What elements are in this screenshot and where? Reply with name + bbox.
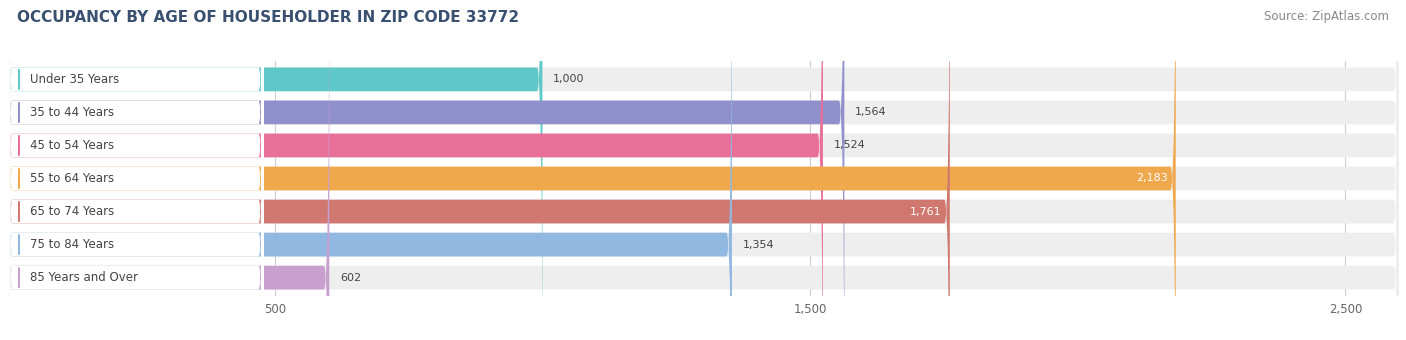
FancyBboxPatch shape: [7, 0, 1399, 340]
FancyBboxPatch shape: [7, 0, 329, 340]
FancyBboxPatch shape: [7, 0, 543, 340]
Text: OCCUPANCY BY AGE OF HOUSEHOLDER IN ZIP CODE 33772: OCCUPANCY BY AGE OF HOUSEHOLDER IN ZIP C…: [17, 10, 519, 25]
FancyBboxPatch shape: [7, 0, 1399, 340]
FancyBboxPatch shape: [7, 0, 1399, 340]
FancyBboxPatch shape: [7, 0, 264, 340]
Text: 75 to 84 Years: 75 to 84 Years: [30, 238, 114, 251]
FancyBboxPatch shape: [7, 0, 264, 340]
FancyBboxPatch shape: [7, 0, 950, 340]
FancyBboxPatch shape: [7, 0, 264, 340]
Text: 1,564: 1,564: [855, 107, 887, 117]
Text: 65 to 74 Years: 65 to 74 Years: [30, 205, 114, 218]
Text: 35 to 44 Years: 35 to 44 Years: [30, 106, 114, 119]
FancyBboxPatch shape: [7, 0, 845, 340]
Text: 45 to 54 Years: 45 to 54 Years: [30, 139, 114, 152]
FancyBboxPatch shape: [7, 0, 264, 340]
Text: 1,761: 1,761: [910, 206, 942, 217]
Text: 1,354: 1,354: [742, 240, 775, 250]
FancyBboxPatch shape: [7, 0, 1399, 340]
FancyBboxPatch shape: [7, 0, 264, 340]
FancyBboxPatch shape: [7, 0, 1399, 340]
Text: Source: ZipAtlas.com: Source: ZipAtlas.com: [1264, 10, 1389, 23]
FancyBboxPatch shape: [7, 0, 733, 340]
FancyBboxPatch shape: [7, 0, 1175, 340]
Text: 2,183: 2,183: [1136, 173, 1168, 184]
Text: 1,000: 1,000: [553, 74, 585, 84]
FancyBboxPatch shape: [7, 0, 264, 340]
Text: 85 Years and Over: 85 Years and Over: [30, 271, 138, 284]
FancyBboxPatch shape: [7, 0, 264, 340]
FancyBboxPatch shape: [7, 0, 1399, 340]
Text: Under 35 Years: Under 35 Years: [30, 73, 118, 86]
Text: 1,524: 1,524: [834, 140, 865, 151]
FancyBboxPatch shape: [7, 0, 1399, 340]
FancyBboxPatch shape: [7, 0, 823, 340]
Text: 55 to 64 Years: 55 to 64 Years: [30, 172, 114, 185]
Text: 602: 602: [340, 273, 361, 283]
